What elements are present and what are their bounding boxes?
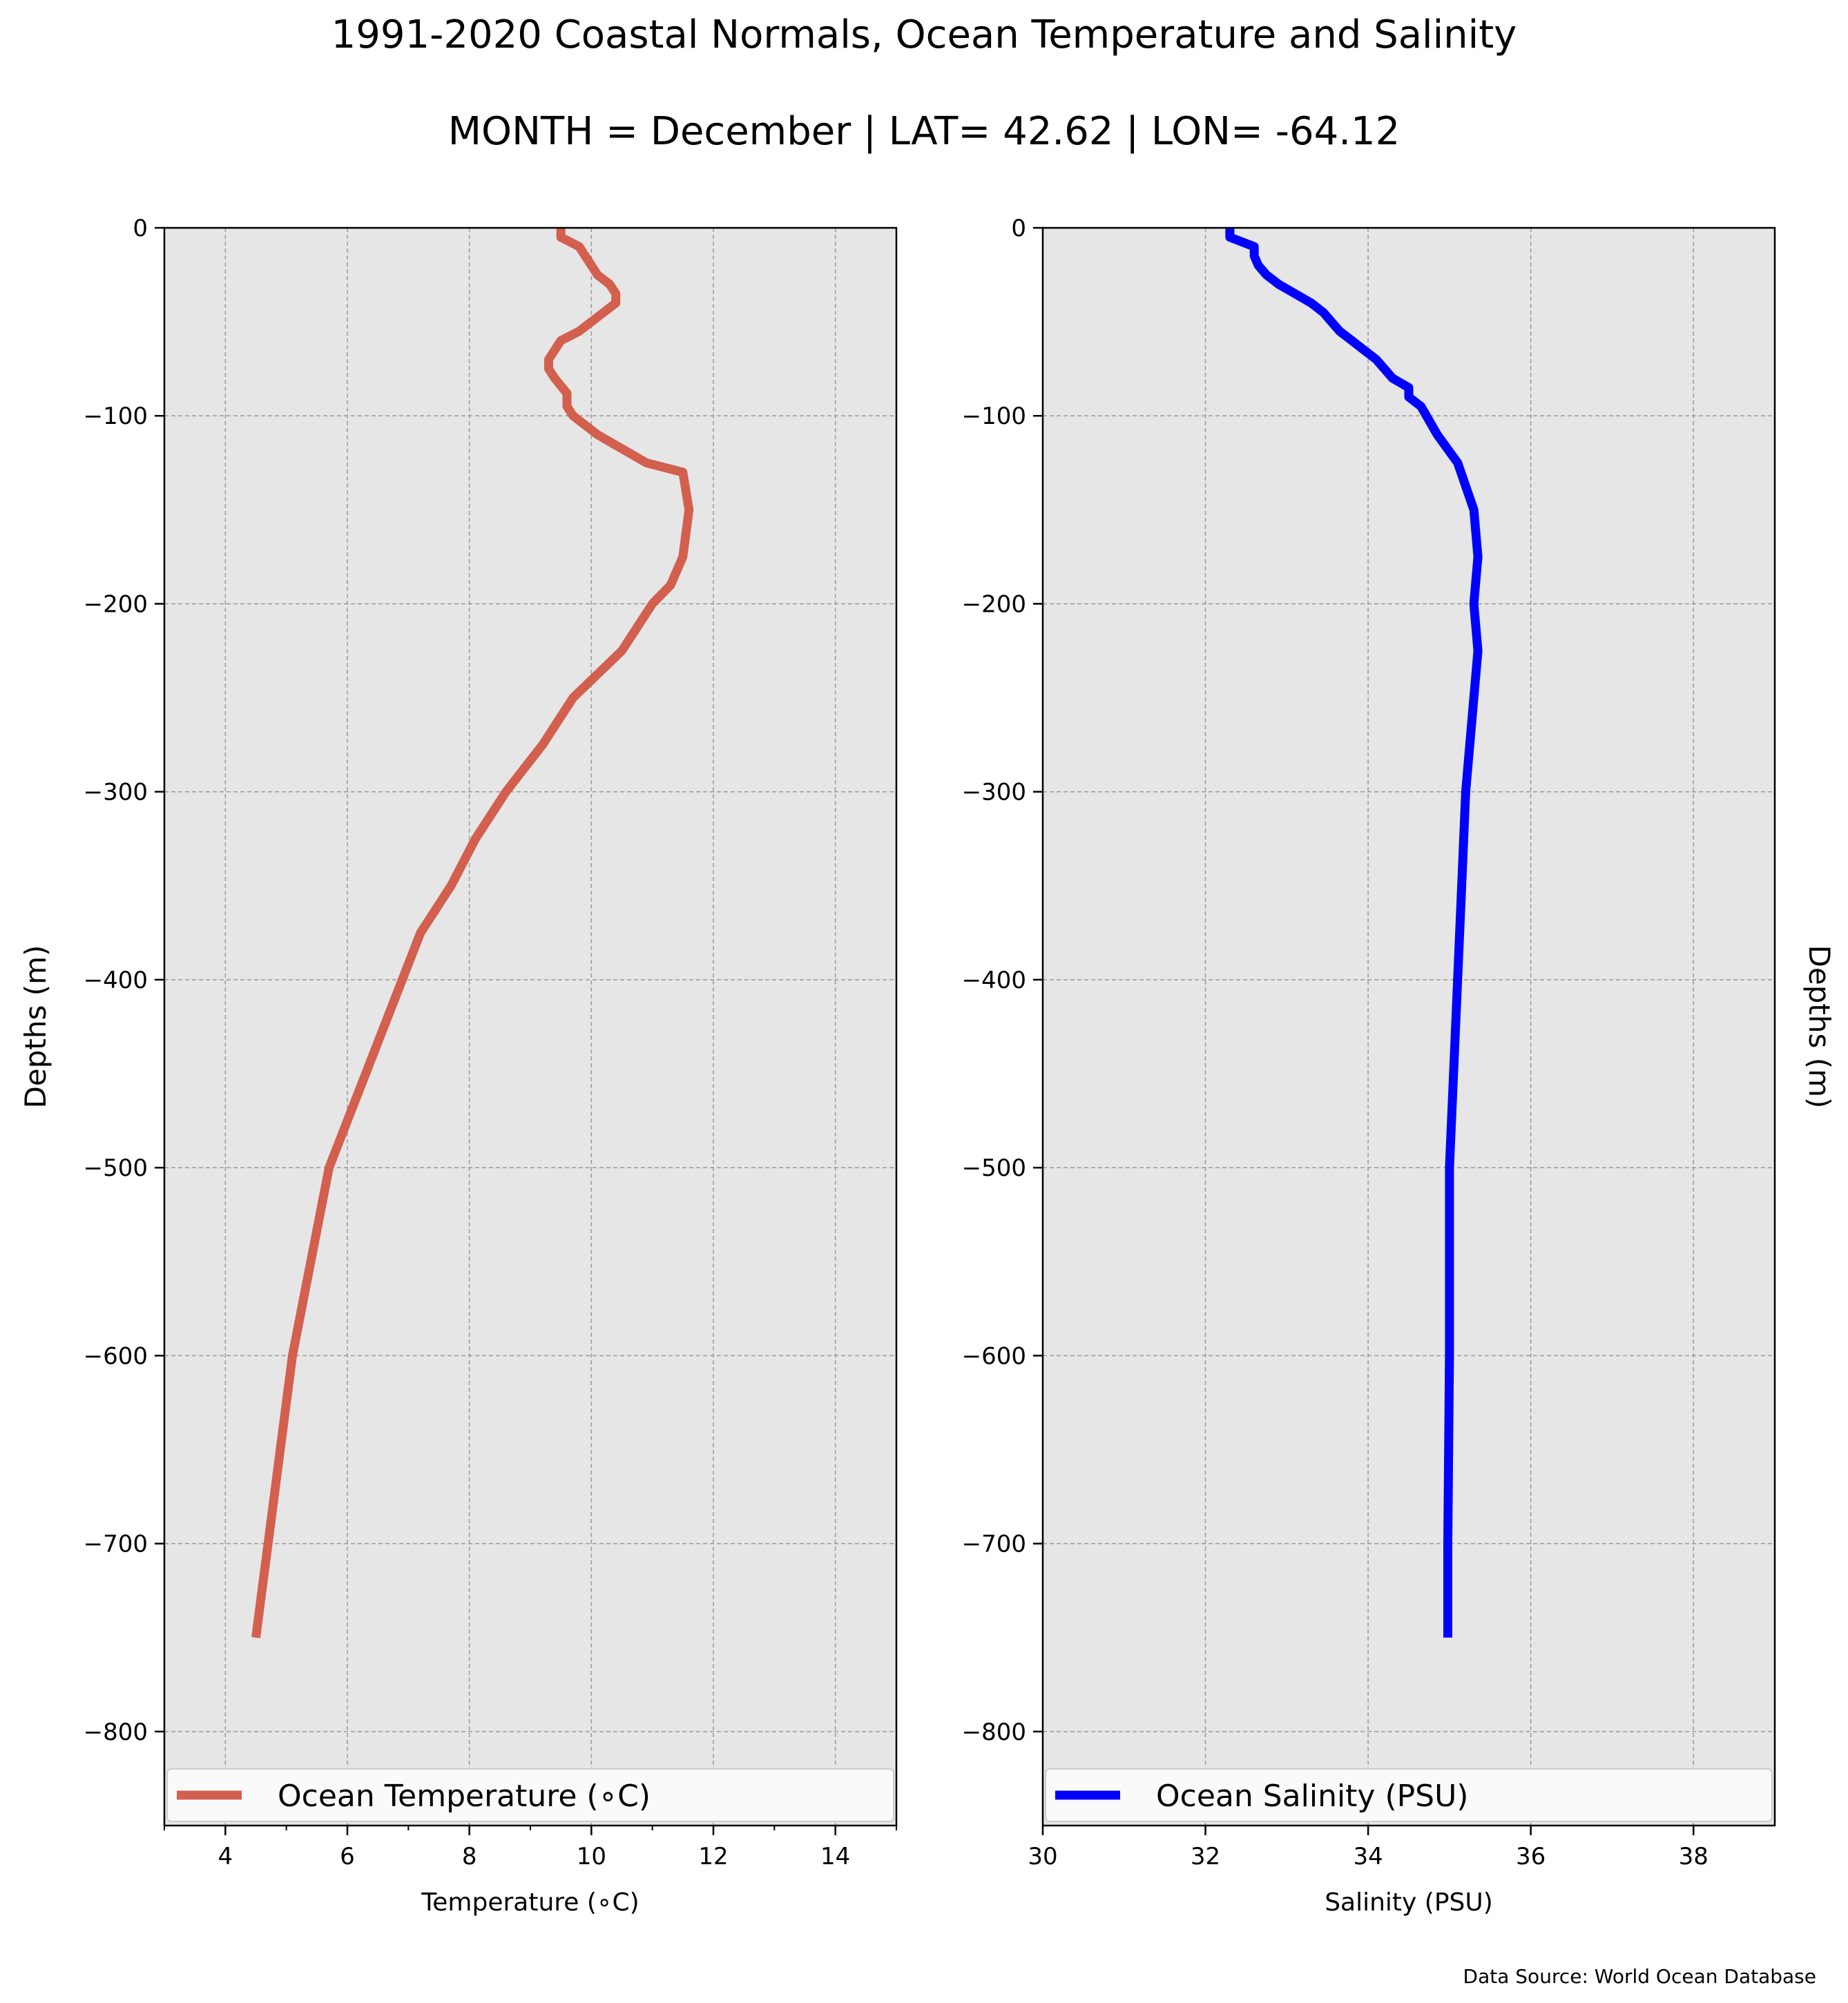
- temperature-legend-label: Ocean Temperature (∘C): [278, 1779, 651, 1814]
- salinity-x-tick-label: 30: [1028, 1843, 1057, 1870]
- temperature-y-tick-label: −300: [84, 779, 148, 806]
- salinity-y-tick-label: −100: [962, 403, 1026, 430]
- data-source-note: Data Source: World Ocean Database: [1463, 1965, 1816, 1988]
- salinity-x-axis-label: Salinity (PSU): [1325, 1888, 1493, 1917]
- salinity-y-tick-label: −500: [962, 1154, 1026, 1182]
- salinity-x-tick-label: 34: [1353, 1843, 1383, 1870]
- temperature-y-tick-label: −500: [84, 1154, 148, 1182]
- salinity-legend-box: [1045, 1768, 1773, 1822]
- temperature-plot-area: [164, 228, 896, 1826]
- salinity-y-tick-label: −600: [962, 1342, 1026, 1370]
- temperature-x-tick-label: 10: [577, 1843, 606, 1870]
- temperature-y-tick-label: −100: [84, 403, 148, 430]
- salinity-y-tick-label: −300: [962, 779, 1026, 806]
- temperature-y-axis-label: Depths (m): [19, 945, 52, 1109]
- salinity-series-line: [1225, 228, 1483, 1638]
- temperature-y-tick-label: −600: [84, 1342, 148, 1370]
- salinity-y-tick-label: −400: [962, 967, 1026, 994]
- chart-subtitle: MONTH = December | LAT= 42.62 | LON= -64…: [447, 109, 1401, 154]
- temperature-y-tick-label: −700: [84, 1531, 148, 1558]
- salinity-y-tick-label: −200: [962, 590, 1026, 618]
- chart-title: 1991-2020 Coastal Normals, Ocean Tempera…: [331, 12, 1517, 57]
- temperature-y-tick-label: −200: [84, 590, 148, 618]
- salinity-axes-frame: [1041, 226, 1776, 1827]
- salinity-panel: Ocean Salinity (PSU) 0 −100 −200 −300 −400 −50…: [962, 215, 1836, 1917]
- salinity-x-tick-label: 36: [1516, 1843, 1546, 1870]
- temperature-y-tick-label: −800: [84, 1719, 148, 1746]
- temperature-x-tick-label: 6: [340, 1843, 355, 1870]
- salinity-y-tick-label: −700: [962, 1531, 1026, 1558]
- temperature-panel: Ocean Temperature (∘C) 0 −100 −200 −300 −400 −…: [19, 215, 898, 1917]
- temperature-x-tick-label: 14: [820, 1843, 850, 1870]
- temperature-legend-box: [166, 1768, 894, 1822]
- temperature-x-axis-label: Temperature (∘C): [421, 1888, 639, 1917]
- salinity-y-axis-label: Depths (m): [1802, 945, 1836, 1109]
- temperature-x-tick-label: 12: [698, 1843, 728, 1870]
- temperature-y-tick-label: −400: [84, 967, 148, 994]
- temperature-x-tick-label: 8: [462, 1843, 477, 1870]
- salinity-legend-label: Ocean Salinity (PSU): [1156, 1779, 1468, 1814]
- salinity-plot-area: [1043, 228, 1775, 1826]
- salinity-x-tick-label: 32: [1191, 1843, 1220, 1870]
- salinity-y-tick-label: −800: [962, 1719, 1026, 1746]
- temperature-series-line: [251, 228, 694, 1638]
- salinity-y-tick-label: 0: [1011, 215, 1026, 242]
- temperature-x-tick-label: 4: [218, 1843, 233, 1870]
- salinity-x-tick-label: 38: [1679, 1843, 1709, 1870]
- temperature-y-tick-label: 0: [133, 215, 148, 242]
